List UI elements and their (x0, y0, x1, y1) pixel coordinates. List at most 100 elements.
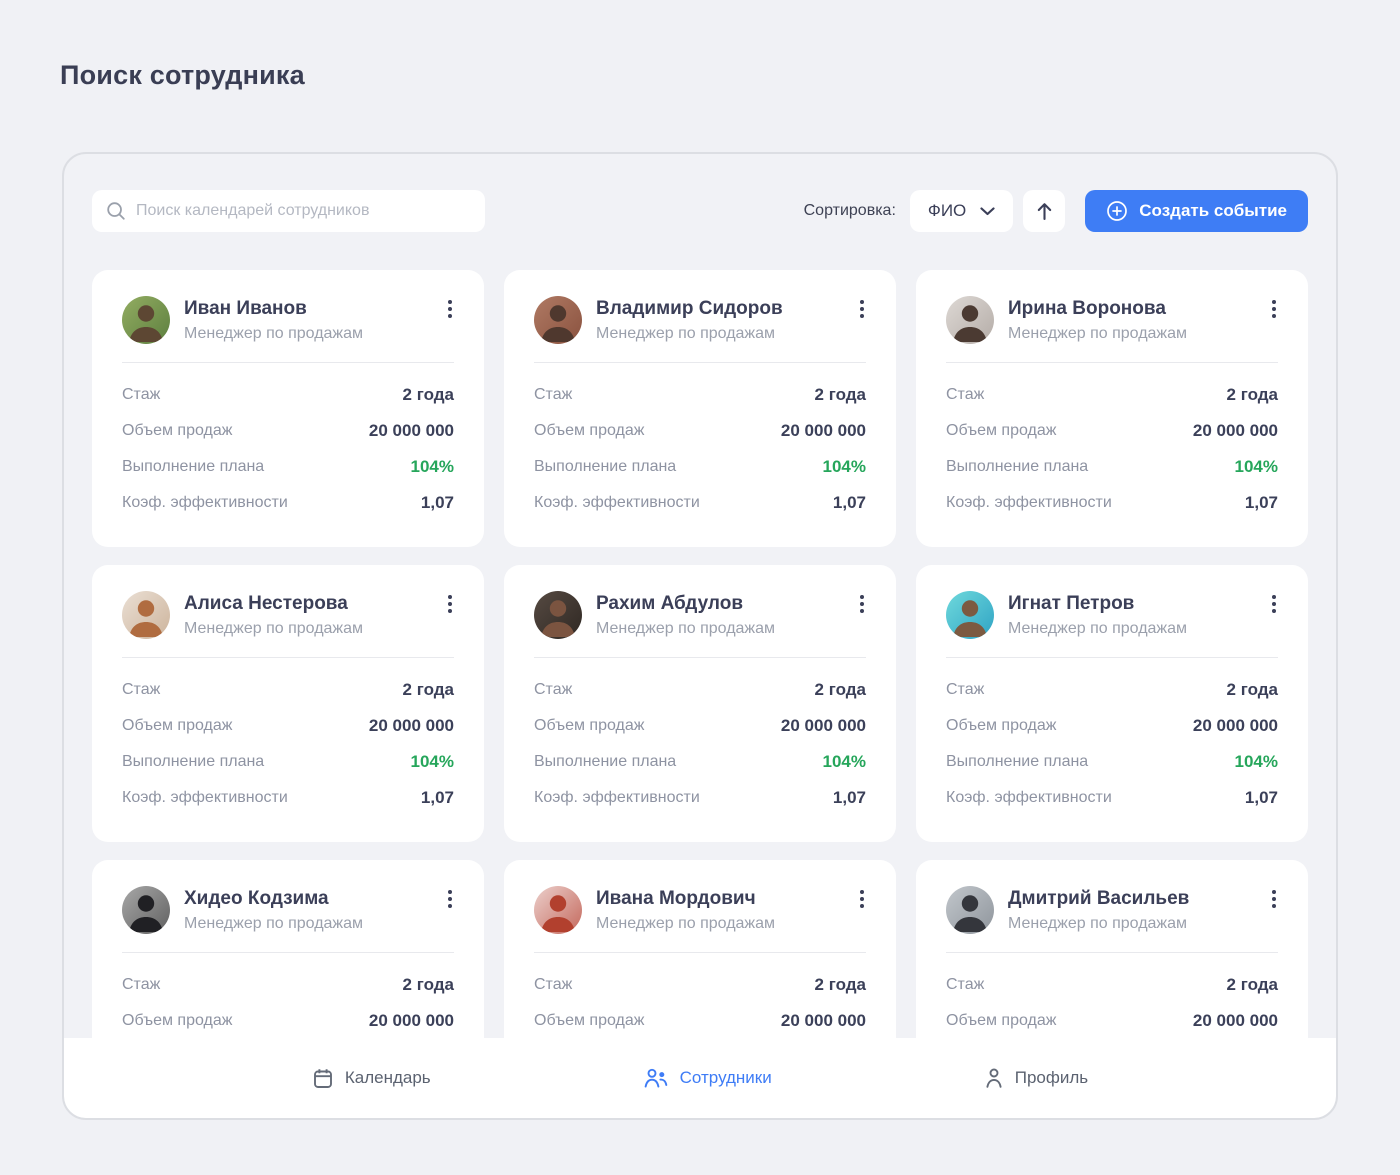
employee-role: Менеджер по продажам (596, 619, 776, 637)
employee-card[interactable]: Алиса Нестерова Менеджер по продажам Ста… (92, 565, 484, 842)
kebab-menu-icon[interactable] (858, 591, 866, 613)
stat-row: Объем продаж 20 000 000 (534, 708, 866, 744)
stat-label: Стаж (534, 976, 573, 993)
stat-row: Коэф. эффективности 1,07 (946, 485, 1278, 521)
employee-role: Менеджер по продажам (184, 914, 364, 932)
kebab-menu-icon[interactable] (446, 591, 454, 613)
stat-row: Выполнение плана 104% (534, 744, 866, 780)
employee-name: Владимир Сидоров (596, 298, 783, 319)
stat-label: Выполнение плана (946, 458, 1089, 475)
employee-name: Ирина Воронова (1008, 298, 1166, 319)
calendar-icon (313, 1068, 332, 1088)
employee-card[interactable]: Рахим Абдулов Менеджер по продажам Стаж … (504, 565, 896, 842)
nav-label-employees: Сотрудники (679, 1068, 772, 1087)
stats: Стаж 2 года Объем продаж 20 000 000 Выпо… (534, 672, 866, 816)
employee-card[interactable]: Игнат Петров Менеджер по продажам Стаж 2… (916, 565, 1308, 842)
stat-label: Объем продаж (534, 717, 645, 734)
stat-label: Стаж (534, 681, 573, 698)
stat-label: Стаж (534, 386, 573, 403)
stat-row: Стаж 2 года (946, 672, 1278, 708)
people-icon (644, 1068, 667, 1088)
stat-row: Стаж 2 года (946, 377, 1278, 413)
kebab-menu-icon[interactable] (1270, 591, 1278, 613)
nav-item-profile[interactable]: Профиль (984, 1067, 1088, 1089)
stat-label: Стаж (122, 976, 161, 993)
stat-row: Выполнение плана 104% (946, 744, 1278, 780)
arrow-up-icon (1037, 202, 1052, 220)
stats: Стаж 2 года Объем продаж 20 000 000 Выпо… (534, 377, 866, 521)
sort-label: Сортировка: (803, 202, 896, 219)
kebab-menu-icon[interactable] (858, 886, 866, 908)
avatar (122, 591, 170, 639)
avatar (122, 296, 170, 344)
stat-row: Стаж 2 года (534, 672, 866, 708)
avatar (534, 591, 582, 639)
main-panel: Сортировка: ФИО С (62, 152, 1338, 1120)
stat-label: Коэф. эффективности (946, 494, 1112, 511)
stat-row: Стаж 2 года (946, 967, 1278, 1003)
person-icon (986, 1068, 1002, 1088)
search-icon (107, 202, 125, 220)
card-divider (946, 952, 1278, 953)
employee-name: Алиса Нестерова (184, 593, 348, 614)
employee-name: Иван Иванов (184, 298, 307, 319)
stat-row: Коэф. эффективности 1,07 (534, 780, 866, 816)
stat-row: Стаж 2 года (534, 967, 866, 1003)
stat-value: 104% (410, 752, 454, 771)
card-divider (122, 362, 454, 363)
stat-row: Выполнение плана 104% (946, 449, 1278, 485)
stat-row: Коэф. эффективности 1,07 (122, 485, 454, 521)
avatar (534, 886, 582, 934)
stat-value: 2 года (814, 680, 866, 699)
stat-value: 104% (822, 752, 866, 771)
stat-value: 104% (822, 457, 866, 476)
kebab-menu-icon[interactable] (446, 296, 454, 318)
sort-dropdown[interactable]: ФИО (909, 190, 1014, 232)
nav-item-employees[interactable]: Сотрудники (643, 1067, 772, 1089)
nav-item-calendar[interactable]: Календарь (312, 1067, 431, 1090)
avatar (534, 296, 582, 344)
search-input[interactable] (136, 202, 471, 220)
stat-label: Объем продаж (946, 1012, 1057, 1029)
kebab-menu-icon[interactable] (858, 296, 866, 318)
employee-grid: Иван Иванов Менеджер по продажам Стаж 2 … (92, 270, 1308, 1118)
stat-row: Объем продаж 20 000 000 (122, 708, 454, 744)
search-field[interactable] (92, 190, 485, 232)
stat-value: 104% (1234, 457, 1278, 476)
sort-direction-button[interactable] (1023, 190, 1066, 232)
stat-label: Коэф. эффективности (122, 789, 288, 806)
stat-row: Стаж 2 года (122, 672, 454, 708)
stat-value: 1,07 (420, 493, 454, 512)
stat-label: Объем продаж (534, 422, 645, 439)
employee-card[interactable]: Владимир Сидоров Менеджер по продажам Ст… (504, 270, 896, 547)
stat-label: Коэф. эффективности (534, 789, 700, 806)
stat-value: 2 года (402, 385, 454, 404)
stat-label: Объем продаж (534, 1012, 645, 1029)
stat-row: Объем продаж 20 000 000 (946, 413, 1278, 449)
kebab-menu-icon[interactable] (446, 886, 454, 908)
stat-value: 20 000 000 (368, 421, 454, 440)
stat-label: Объем продаж (122, 717, 233, 734)
kebab-menu-icon[interactable] (1270, 296, 1278, 318)
stat-value: 20 000 000 (1192, 421, 1278, 440)
stat-label: Стаж (946, 681, 985, 698)
stat-row: Коэф. эффективности 1,07 (946, 780, 1278, 816)
stat-label: Выполнение плана (946, 753, 1089, 770)
stat-row: Объем продаж 20 000 000 (122, 1003, 454, 1039)
stat-row: Стаж 2 года (534, 377, 866, 413)
stat-label: Коэф. эффективности (534, 494, 700, 511)
create-event-button[interactable]: Создать событие (1085, 190, 1308, 232)
card-divider (122, 657, 454, 658)
stat-row: Коэф. эффективности 1,07 (534, 485, 866, 521)
stat-value: 20 000 000 (368, 716, 454, 735)
chevron-down-icon (980, 206, 995, 215)
employee-name: Дмитрий Васильев (1008, 888, 1190, 909)
kebab-menu-icon[interactable] (1270, 886, 1278, 908)
stat-label: Коэф. эффективности (946, 789, 1112, 806)
stat-label: Выполнение плана (534, 753, 677, 770)
employee-card[interactable]: Ирина Воронова Менеджер по продажам Стаж… (916, 270, 1308, 547)
employee-card[interactable]: Иван Иванов Менеджер по продажам Стаж 2 … (92, 270, 484, 547)
employee-role: Менеджер по продажам (1008, 324, 1188, 342)
employee-role: Менеджер по продажам (596, 324, 776, 342)
stat-row: Стаж 2 года (122, 377, 454, 413)
